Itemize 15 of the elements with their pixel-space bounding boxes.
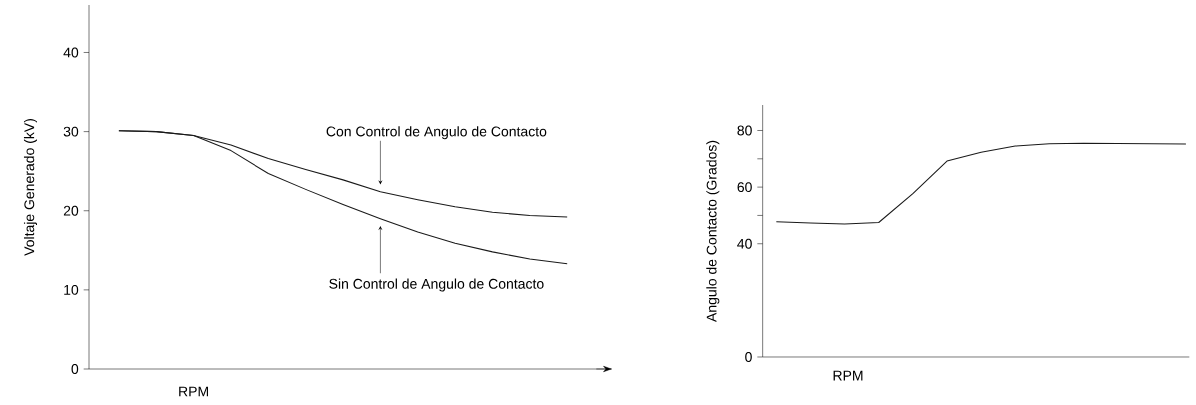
y-tick-label: 40 <box>737 238 752 249</box>
series-label: Sin Control de Angulo de Contacto <box>329 278 544 292</box>
y-tick-label: 80 <box>737 125 752 136</box>
y-tick-label: 0 <box>71 364 79 374</box>
y-tick-label: 20 <box>63 205 79 216</box>
y-tick-label: 30 <box>63 126 79 137</box>
y-tick-label: 0 <box>745 352 752 362</box>
y-tick-label: 40 <box>63 47 79 58</box>
x-axis-title: RPM <box>833 370 863 381</box>
text: Con Control de Angulo de Contacto <box>326 126 547 140</box>
y-axis-title: Angulo de Contacto (Grados) <box>706 140 720 323</box>
x-axis-title: RPM <box>179 386 208 397</box>
y-tick-label: 60 <box>737 182 752 193</box>
y-axis-title: Voltaje Generado (kV) <box>23 119 38 256</box>
y-tick-label: 10 <box>64 284 79 295</box>
